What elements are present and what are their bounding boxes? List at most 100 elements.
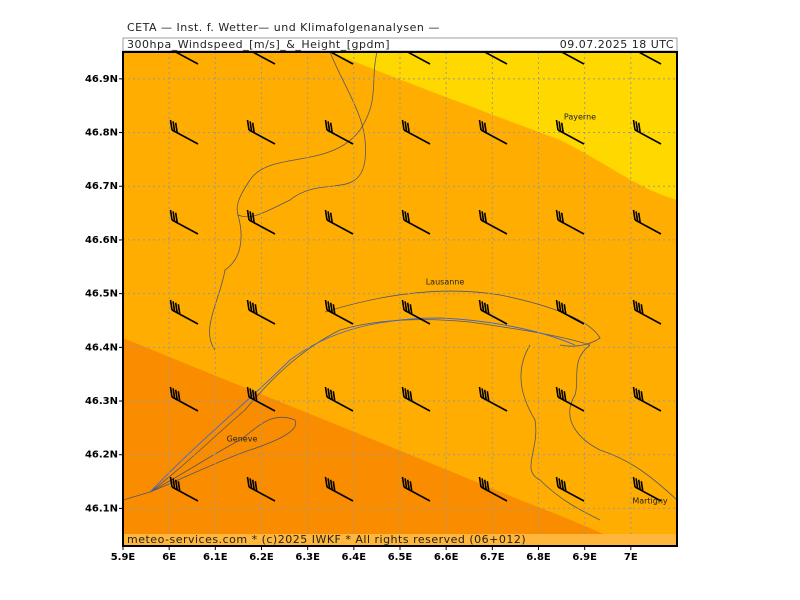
barb-feather (555, 386, 559, 398)
barb-feather (169, 476, 173, 488)
barb-feather (558, 301, 562, 312)
y-tick-label: 46.8N (85, 128, 118, 139)
barb-feather (251, 479, 255, 490)
wind-barb (401, 209, 431, 235)
barb-feather (327, 388, 331, 399)
barb-feather (324, 119, 328, 131)
barb-feather (640, 481, 644, 492)
barb-feather (406, 479, 410, 490)
wind-barb (324, 386, 354, 412)
barb-feather (329, 122, 333, 133)
barb-feather (558, 121, 562, 132)
barb-feather (406, 302, 410, 313)
barb-feather (560, 122, 564, 133)
barb-feather (481, 301, 485, 312)
barb-feather (172, 478, 176, 489)
barb-feather (483, 212, 487, 223)
barb-feather (637, 212, 641, 223)
barb-feather (401, 476, 405, 488)
x-tick-label: 6.9E (572, 552, 597, 563)
barb-feather (327, 211, 331, 222)
barb-feather (169, 119, 173, 131)
barb-feather (632, 209, 636, 221)
barb-feather (635, 211, 639, 222)
place-label: Payerne (564, 113, 596, 122)
barb-feather (637, 389, 641, 400)
barb-feather (406, 212, 410, 223)
barb-feather (640, 391, 644, 402)
x-tick-label: 5.9E (111, 552, 136, 563)
y-tick-label: 46.9N (85, 74, 118, 85)
barb-feather (172, 211, 176, 222)
wind-barb (478, 299, 508, 325)
barb-feather (401, 209, 405, 221)
barb-feather (249, 478, 253, 489)
wind-barb (246, 476, 276, 502)
barb-feather (560, 389, 564, 400)
wind-barb (401, 476, 431, 502)
wind-barb (401, 119, 431, 145)
barb-feather (246, 119, 250, 131)
barb-feather (632, 119, 636, 131)
map-area: meteo-services.com * (c)2025 IWKF * All … (123, 52, 677, 546)
barb-feather (401, 119, 405, 131)
barb-feather (329, 302, 333, 313)
lake-shore (149, 317, 576, 493)
x-tick-label: 7E (624, 552, 638, 563)
barb-feather (324, 476, 328, 488)
wind-barb (478, 476, 508, 502)
barb-feather (404, 121, 408, 132)
barb-feather (329, 389, 333, 400)
wind-barb (478, 119, 508, 145)
x-tick-label: 6.8E (526, 552, 551, 563)
barb-feather (251, 122, 255, 133)
barb-feather (478, 119, 482, 131)
wind-barb (632, 119, 662, 145)
barb-feather (404, 211, 408, 222)
y-tick-label: 46.7N (85, 181, 118, 192)
wind-barb (478, 386, 508, 412)
barb-feather (172, 121, 176, 132)
barb-feather (563, 304, 567, 315)
place-label: Geneve (227, 435, 258, 444)
band-high (330, 52, 677, 200)
barb-feather (486, 481, 490, 492)
wind-barb (169, 209, 199, 235)
wind-barb (169, 476, 199, 502)
barb-feather (563, 391, 567, 402)
wind-barb (632, 476, 662, 502)
barb-feather (486, 304, 490, 315)
barb-feather (560, 479, 564, 490)
wind-barb (324, 476, 354, 502)
barb-feather (481, 211, 485, 222)
borders (123, 52, 677, 521)
barb-feather (327, 478, 331, 489)
barb-feather (254, 304, 258, 315)
wind-barb (324, 119, 354, 145)
barb-feather (409, 391, 413, 402)
x-tick-label: 6E (162, 552, 176, 563)
wind-barb (632, 299, 662, 325)
wind-barb (324, 299, 354, 325)
footer-bar (123, 534, 677, 546)
barb-feather (406, 389, 410, 400)
barb-feather (558, 211, 562, 222)
barb-feather (332, 304, 336, 315)
wind-barb (324, 209, 354, 235)
x-tick-label: 6.7E (480, 552, 505, 563)
wind-barb (555, 209, 585, 235)
datetime: 09.07.2025 18 UTC (560, 38, 674, 51)
x-tick-label: 6.1E (203, 552, 228, 563)
y-tick-label: 46.5N (85, 289, 118, 300)
wind-barb (246, 209, 276, 235)
barb-feather (246, 209, 250, 221)
barb-feather (251, 302, 255, 313)
barb-feather (558, 388, 562, 399)
barb-feather (329, 212, 333, 223)
barb-feather (409, 304, 413, 315)
barb-feather (401, 386, 405, 398)
barb-feather (637, 302, 641, 313)
barb-feather (635, 121, 639, 132)
barb-feather (478, 386, 482, 398)
